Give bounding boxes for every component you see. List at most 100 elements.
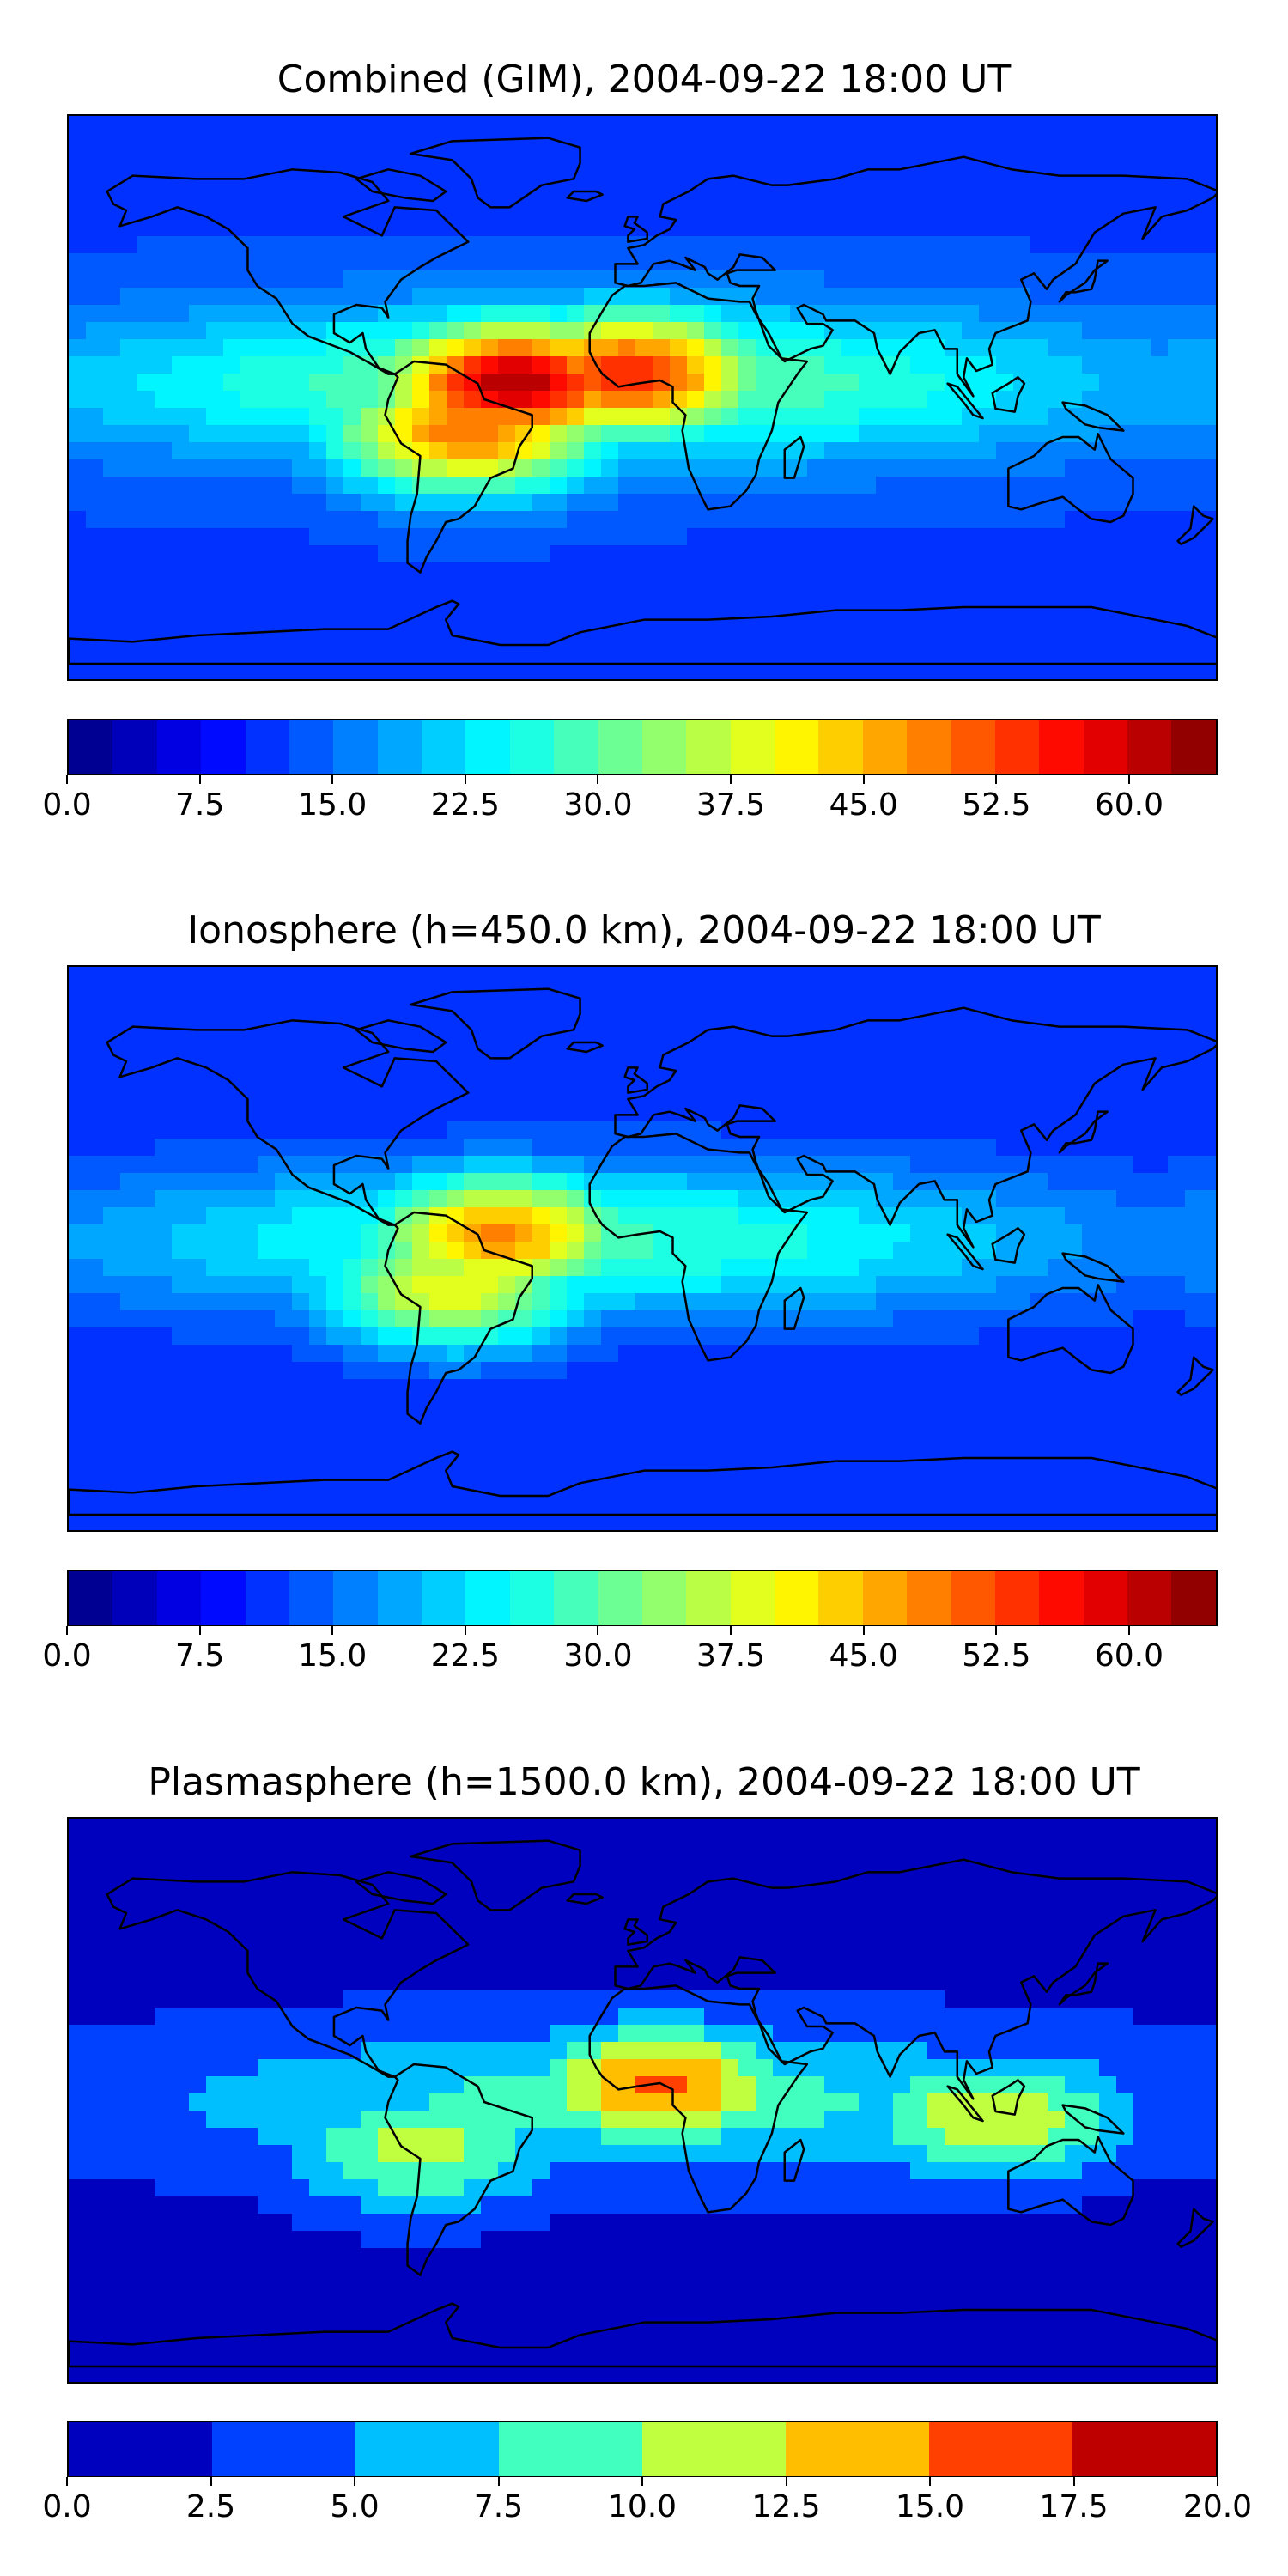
field-cell <box>1030 1276 1048 1294</box>
field-cell <box>103 648 121 666</box>
field-cell <box>532 1413 550 1431</box>
field-cell <box>1185 1087 1203 1105</box>
field-cell <box>1133 1310 1151 1328</box>
field-cell <box>120 1499 138 1517</box>
field-cell <box>824 580 842 598</box>
field-cell <box>635 1905 653 1923</box>
field-cell <box>412 1276 430 1294</box>
field-cell <box>996 270 1014 289</box>
field-cell <box>979 1156 997 1174</box>
field-cell <box>1202 1293 1216 1311</box>
field-cell <box>532 1018 550 1036</box>
field-cell <box>155 322 173 340</box>
field-cell <box>326 984 344 1002</box>
field-cell <box>189 1345 207 1363</box>
field-cell <box>326 425 344 443</box>
field-cell <box>962 1156 980 1174</box>
field-cell <box>601 425 619 443</box>
field-cell <box>189 1887 207 1905</box>
field-cell <box>721 1070 739 1088</box>
field-cell <box>86 1499 104 1517</box>
field-cell <box>550 374 568 392</box>
field-cell <box>240 185 258 203</box>
field-cell <box>172 1276 190 1294</box>
field-cell <box>1030 1001 1048 1019</box>
field-cell <box>1013 1036 1031 1054</box>
field-cell <box>859 408 877 426</box>
field-cell <box>738 1362 756 1380</box>
field-cell <box>601 459 619 477</box>
field-cell <box>206 288 224 306</box>
field-cell <box>910 356 928 374</box>
colorbar-tick-label: 60.0 <box>1094 1638 1163 1674</box>
field-cell <box>738 322 756 340</box>
field-cell <box>979 1036 997 1054</box>
field-cell <box>137 1379 155 1397</box>
field-cell <box>721 1922 739 1940</box>
field-cell <box>223 185 241 203</box>
field-cell <box>893 270 911 289</box>
field-cell <box>979 1413 997 1431</box>
field-cell <box>69 356 87 374</box>
colorbar-segment <box>377 1571 422 1625</box>
field-cell <box>721 1087 739 1105</box>
field-cell <box>584 1173 602 1191</box>
field-cell <box>1099 1499 1117 1517</box>
field-cell <box>103 1362 121 1380</box>
field-cell <box>292 253 310 271</box>
field-cell <box>670 1413 688 1431</box>
field-cell <box>1116 116 1134 134</box>
field-cell <box>498 270 516 289</box>
field-cell <box>103 425 121 443</box>
field-cell <box>1168 1448 1186 1466</box>
field-cell <box>137 1190 155 1208</box>
field-cell <box>1082 322 1100 340</box>
field-cell <box>532 984 550 1002</box>
field-cell <box>240 150 258 168</box>
field-cell <box>515 1190 533 1208</box>
field-cell <box>155 1242 173 1260</box>
field-cell <box>498 1070 516 1088</box>
field-cell <box>653 1173 671 1191</box>
field-cell <box>1168 562 1186 580</box>
field-cell <box>945 1104 963 1122</box>
field-cell <box>635 1345 653 1363</box>
field-cell <box>343 1362 361 1380</box>
field-cell <box>945 614 963 632</box>
field-cell <box>927 1276 945 1294</box>
field-cell <box>635 1499 653 1517</box>
field-cell <box>223 1259 241 1277</box>
field-cell <box>532 305 550 323</box>
field-cell <box>464 391 482 409</box>
field-cell <box>309 374 327 392</box>
field-cell <box>172 984 190 1002</box>
field-cell <box>756 1448 774 1466</box>
field-cell <box>567 545 585 563</box>
field-cell <box>309 1173 327 1191</box>
field-cell <box>979 494 997 512</box>
field-cell <box>378 477 396 495</box>
field-cell <box>670 1482 688 1500</box>
field-cell <box>1116 133 1134 151</box>
field-cell <box>1151 459 1169 477</box>
field-cell <box>670 339 688 357</box>
field-cell <box>962 305 980 323</box>
field-cell <box>412 1156 430 1174</box>
field-cell <box>962 1465 980 1483</box>
field-cell <box>704 1887 722 1905</box>
field-cell <box>464 1379 482 1397</box>
field-cell <box>481 1121 499 1139</box>
field-cell <box>1133 253 1151 271</box>
field-cell <box>876 305 894 323</box>
field-cell <box>172 1104 190 1122</box>
field-cell <box>155 631 173 649</box>
field-cell <box>240 374 258 392</box>
field-cell <box>395 1001 413 1019</box>
field-cell <box>756 545 774 563</box>
field-cell <box>550 665 568 679</box>
field-cell <box>1082 185 1100 203</box>
field-cell <box>378 374 396 392</box>
field-cell <box>447 648 465 666</box>
field-cell <box>206 322 224 340</box>
field-cell <box>1133 580 1151 598</box>
